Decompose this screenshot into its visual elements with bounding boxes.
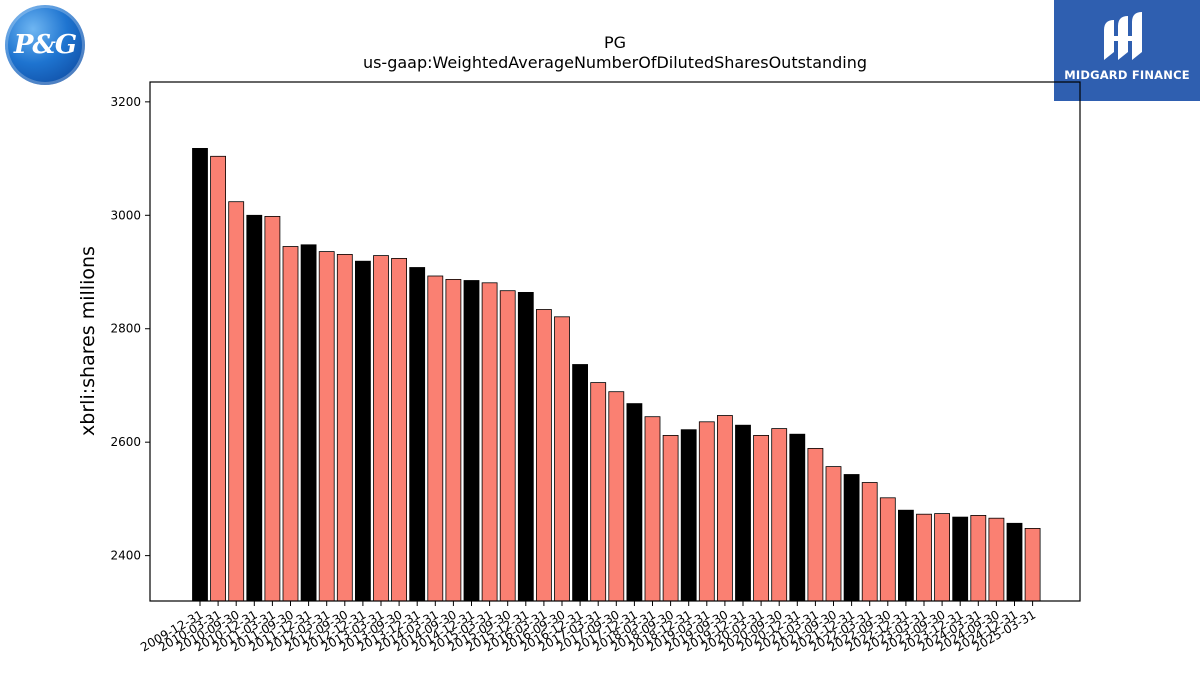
y-axis-label: xbrli:shares millions [77,246,99,436]
bar-2023-09-30 [934,513,950,602]
bar-2016-03-31 [536,309,552,602]
plot-frame [149,81,1081,602]
bar-2018-09-30 [662,434,679,602]
bar-2020-03-31 [753,434,769,602]
bar-2021-03-31 [807,447,824,602]
bar-2020-09-30 [771,428,788,602]
bar-2019-12-31 [735,424,751,602]
pg-logo: P&G [5,5,85,85]
bar-2010-12-31 [246,214,263,602]
bar-2015-09-30 [499,290,516,602]
bar-2021-12-31 [843,474,860,602]
bar-2016-12-31 [572,364,588,602]
bar-2012-03-31 [318,251,335,602]
bar-2010-09-30 [228,201,245,602]
bar-2010-03-31 [210,155,227,602]
bar-2014-12-31 [463,280,480,602]
x-axis: 2009-12-312010-03-312010-09-302010-12-31… [138,601,1038,654]
bar-2013-09-30 [391,257,408,602]
bar-2021-09-30 [825,466,842,602]
bar-2022-09-30 [879,497,896,602]
y-axis: 2400 2600 2800 3000 3200 [110,95,150,563]
bars-group [192,147,1041,602]
bar-2012-12-31 [354,260,371,602]
bar-2017-12-31 [626,403,643,602]
bar-2013-03-31 [373,255,389,602]
midgard-finance-logo: MIDGARD FINANCE [1054,0,1200,101]
chart-title: PG [604,33,626,52]
bar-2011-03-31 [264,215,281,602]
y-tick-label: 2800 [110,322,141,336]
bar-2024-12-31 [1006,522,1023,602]
y-tick-label: 2400 [110,549,141,563]
bar-2022-03-31 [861,482,878,602]
bar-2015-12-31 [517,291,534,602]
y-tick-label: 2600 [110,435,141,449]
bar-2011-09-30 [282,246,299,602]
bar-2012-09-30 [336,253,353,602]
bar-2016-09-30 [554,316,570,602]
bar-2013-12-31 [409,267,426,602]
bar-2018-12-31 [680,429,697,602]
bar-2023-03-31 [916,513,932,602]
y-tick-label: 3200 [110,95,141,109]
bar-2022-12-31 [898,509,914,602]
bar-2019-03-31 [698,421,715,602]
bar-2017-09-30 [608,391,625,602]
y-tick-label: 3000 [110,208,141,222]
bar-2014-03-31 [427,275,444,602]
bar-2018-03-31 [644,416,661,602]
bar-2024-09-30 [988,517,1005,602]
bar-2015-03-31 [481,282,498,602]
midgard-brand-text: MIDGARD FINANCE [1064,68,1190,82]
bar-2023-12-31 [952,516,969,602]
bar-2017-03-31 [590,382,607,602]
bar-2014-09-30 [445,278,462,602]
bar-2024-03-31 [970,515,987,602]
bar-2011-12-31 [300,244,317,602]
chart-subtitle: us-gaap:WeightedAverageNumberOfDilutedSh… [363,53,867,72]
bar-2020-12-31 [789,433,806,602]
bar-2025-03-31 [1024,528,1041,602]
midgard-mark-icon [1104,12,1142,60]
bar-2019-09-30 [717,415,733,602]
pg-logo-text: P&G [13,30,77,60]
bar-2009-12-31 [192,147,208,602]
